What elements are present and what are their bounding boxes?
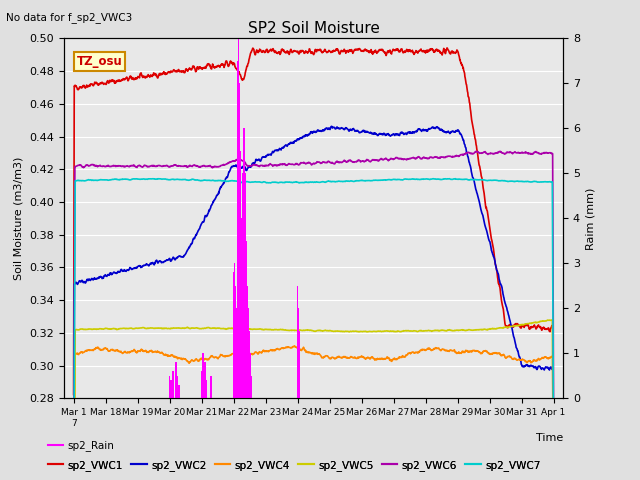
- Bar: [177, 376, 179, 398]
- X-axis label: Time: Time: [536, 433, 563, 443]
- Bar: [169, 376, 170, 398]
- Bar: [237, 38, 239, 398]
- Bar: [236, 308, 237, 398]
- Bar: [243, 173, 244, 398]
- Bar: [237, 61, 238, 398]
- Bar: [201, 372, 202, 398]
- Bar: [248, 331, 250, 398]
- Bar: [204, 362, 205, 398]
- Bar: [250, 376, 252, 398]
- Text: TZ_osu: TZ_osu: [77, 55, 122, 68]
- Bar: [239, 84, 240, 398]
- Bar: [245, 241, 247, 398]
- Bar: [239, 151, 241, 398]
- Bar: [297, 286, 298, 398]
- Bar: [172, 372, 173, 398]
- Legend: sp2_Rain: sp2_Rain: [44, 436, 118, 456]
- Bar: [241, 264, 243, 398]
- Bar: [205, 380, 207, 398]
- Bar: [249, 353, 251, 398]
- Bar: [234, 264, 236, 398]
- Title: SP2 Soil Moisture: SP2 Soil Moisture: [248, 21, 380, 36]
- Bar: [243, 128, 245, 398]
- Bar: [170, 380, 172, 398]
- Bar: [211, 376, 212, 398]
- Bar: [244, 173, 246, 398]
- Bar: [246, 286, 248, 398]
- Bar: [175, 362, 177, 398]
- Y-axis label: Soil Moisture (m3/m3): Soil Moisture (m3/m3): [14, 156, 24, 280]
- Text: No data for f_sp2_VWC3: No data for f_sp2_VWC3: [6, 12, 132, 23]
- Bar: [241, 218, 242, 398]
- Bar: [233, 272, 234, 398]
- Bar: [202, 353, 204, 398]
- Bar: [299, 331, 300, 398]
- Bar: [179, 385, 180, 398]
- Bar: [235, 286, 236, 398]
- Y-axis label: Raim (mm): Raim (mm): [586, 187, 596, 250]
- Legend: sp2_VWC1, sp2_VWC2, sp2_VWC4, sp2_VWC5, sp2_VWC6, sp2_VWC7: sp2_VWC1, sp2_VWC2, sp2_VWC4, sp2_VWC5, …: [44, 456, 545, 475]
- Bar: [247, 308, 249, 398]
- Bar: [298, 308, 300, 398]
